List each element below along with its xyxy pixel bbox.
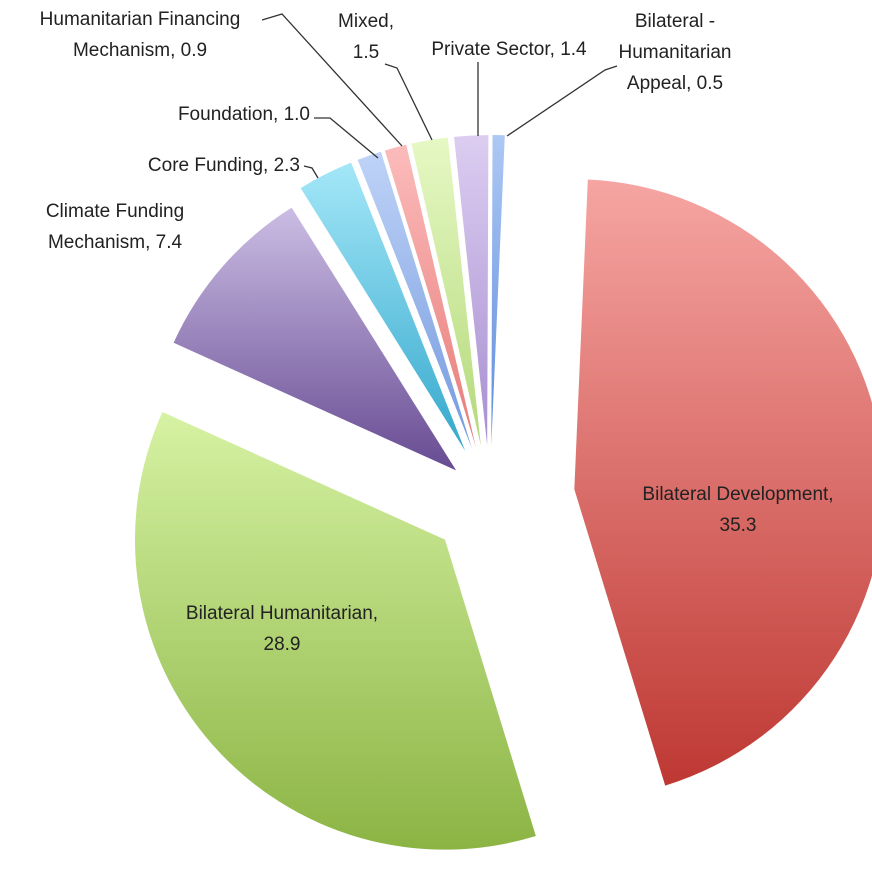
pie-slice [173, 207, 457, 471]
pie-slice [384, 144, 476, 447]
data-label: Mixed, 1.5 [338, 11, 394, 63]
pie-slice [454, 135, 489, 446]
pie-slice [357, 151, 472, 449]
leader-line [261, 13, 403, 147]
data-label: Private Sector, 1.4 [431, 39, 587, 60]
pie-slice [574, 179, 872, 786]
pie-slice [491, 135, 505, 446]
data-label: Bilateral Development, 35.3 [642, 484, 833, 536]
data-label: Bilateral -Humanitarian Appeal, 0.5 [619, 11, 732, 94]
pie-slice [300, 162, 466, 451]
data-label: Core Funding, 2.3 [148, 155, 300, 176]
pie-slice [411, 137, 481, 446]
data-label: Humanitarian Financing Mechanism, 0.9 [40, 9, 241, 61]
leader-line [303, 165, 319, 179]
leader-line [384, 63, 433, 141]
pie-slice [134, 411, 536, 850]
leader-line [506, 65, 618, 137]
data-label: Foundation, 1.0 [178, 104, 310, 125]
data-label: Bilateral Humanitarian, 28.9 [186, 603, 378, 655]
data-label: Climate Funding Mechanism, 7.4 [46, 201, 184, 253]
leader-line [314, 117, 379, 159]
